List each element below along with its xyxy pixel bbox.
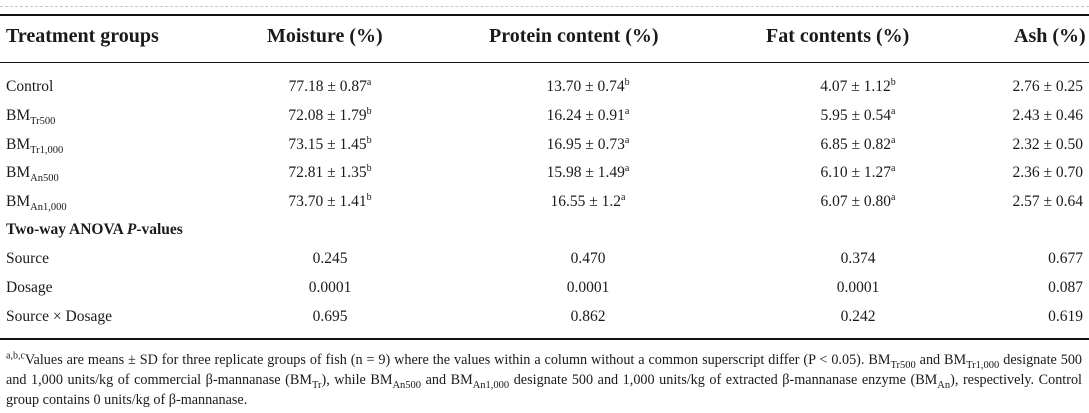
table-row: BMTr1,000 73.15 ± 1.45b 16.95 ± 0.73a 6.…	[0, 131, 1089, 159]
fat-value: 6.07 ± 0.80a	[820, 191, 896, 210]
header-protein: Protein content (%)	[489, 25, 659, 47]
ash-pvalue: 0.677	[1048, 250, 1083, 267]
table-row: BMAn500 72.81 ± 1.35b 15.98 ± 1.49a 6.10…	[0, 159, 1089, 187]
row-label: Control	[6, 78, 54, 95]
top-dashed-line	[0, 6, 1089, 7]
ash-pvalue: 0.087	[1048, 279, 1083, 296]
table-row: Source 0.245 0.470 0.374 0.677	[0, 245, 1089, 273]
protein-value: 16.95 ± 0.73a	[546, 134, 630, 153]
row-label: Source × Dosage	[6, 308, 113, 325]
header-rule	[0, 62, 1089, 63]
ash-value: 2.76 ± 0.25	[1012, 78, 1083, 95]
moisture-value: 72.08 ± 1.79b	[288, 105, 372, 124]
row-label: Dosage	[6, 279, 53, 296]
fat-value: 6.85 ± 0.82a	[820, 134, 896, 153]
row-label: BMAn500	[6, 164, 59, 185]
row-label: BMTr500	[6, 107, 56, 128]
protein-value: 16.55 ± 1.2a	[550, 191, 626, 210]
fat-pvalue: 0.0001	[836, 279, 880, 296]
ash-pvalue: 0.619	[1048, 308, 1083, 325]
header-ash: Ash (%)	[1014, 25, 1086, 47]
moisture-value: 73.70 ± 1.41b	[288, 191, 372, 210]
moisture-pvalue: 0.245	[312, 250, 348, 267]
fat-value: 4.07 ± 1.12b	[820, 76, 896, 95]
row-label: Source	[6, 250, 50, 267]
fat-pvalue: 0.242	[840, 308, 876, 325]
moisture-value: 73.15 ± 1.45b	[288, 134, 372, 153]
table-row: Control 77.18 ± 0.87a 13.70 ± 0.74b 4.07…	[0, 73, 1089, 101]
protein-value: 16.24 ± 0.91a	[546, 105, 630, 124]
table-row: Source × Dosage 0.695 0.862 0.242 0.619	[0, 303, 1089, 331]
table-row: Dosage 0.0001 0.0001 0.0001 0.087	[0, 274, 1089, 302]
moisture-pvalue: 0.695	[312, 308, 348, 325]
row-label: BMTr1,000	[6, 136, 64, 157]
table-row: BMTr500 72.08 ± 1.79b 16.24 ± 0.91a 5.95…	[0, 102, 1089, 130]
protein-pvalue: 0.0001	[566, 279, 610, 296]
header-treatment-groups: Treatment groups	[6, 25, 159, 47]
fat-value: 6.10 ± 1.27a	[820, 162, 896, 181]
fat-value: 5.95 ± 0.54a	[820, 105, 896, 124]
table-row: BMAn1,000 73.70 ± 1.41b 16.55 ± 1.2a 6.0…	[0, 188, 1089, 216]
ash-value: 2.36 ± 0.70	[1012, 164, 1083, 181]
header-fat: Fat contents (%)	[766, 25, 910, 47]
anova-section-title: Two-way ANOVA P-values	[6, 221, 183, 238]
ash-value: 2.32 ± 0.50	[1012, 136, 1083, 153]
table-footnote: a,b,cValues are means ± SD for three rep…	[6, 350, 1083, 408]
ash-value: 2.57 ± 0.64	[1012, 193, 1083, 210]
protein-value: 15.98 ± 1.49a	[546, 162, 630, 181]
table-top-rule	[0, 14, 1089, 16]
ash-value: 2.43 ± 0.46	[1012, 107, 1083, 124]
moisture-value: 72.81 ± 1.35b	[288, 162, 372, 181]
table-bottom-rule	[0, 338, 1089, 340]
header-moisture: Moisture (%)	[267, 25, 383, 47]
protein-pvalue: 0.862	[570, 308, 606, 325]
row-label: BMAn1,000	[6, 193, 67, 214]
moisture-pvalue: 0.0001	[308, 279, 352, 296]
fat-pvalue: 0.374	[840, 250, 876, 267]
protein-pvalue: 0.470	[570, 250, 606, 267]
protein-value: 13.70 ± 0.74b	[546, 76, 630, 95]
moisture-value: 77.18 ± 0.87a	[288, 76, 372, 95]
